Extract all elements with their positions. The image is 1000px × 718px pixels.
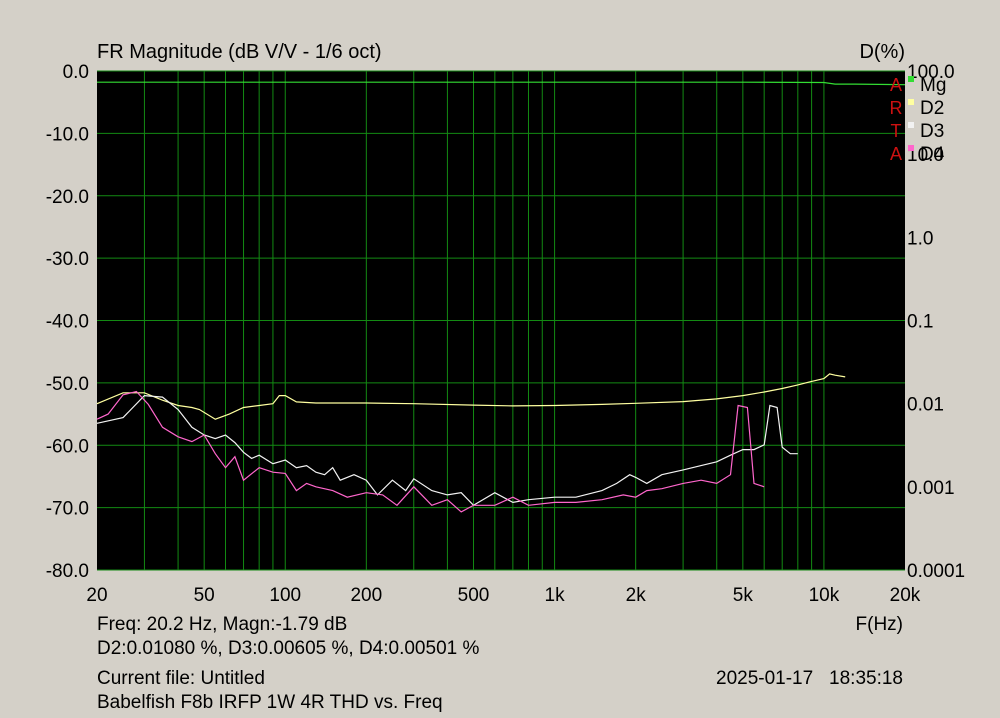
y-tick-label: 0.0 [63,62,89,83]
x-tick-label: 10k [809,585,840,606]
x-tick-label: 200 [350,585,382,606]
y2-tick-label: 0.0001 [907,561,965,582]
measurement-description: Babelfish F8b IRFP 1W 4R THD vs. Freq [97,692,443,713]
y2-tick-label: 0.1 [907,312,933,333]
y2-tick-label: 1.0 [907,228,933,249]
y-tick-label: -40.0 [46,312,89,333]
readout-line-1: Freq: 20.2 Hz, Magn:-1.79 dB [97,614,348,635]
arta-brand-letter: A [890,75,902,95]
arta-brand-letter: R [890,98,903,118]
legend-label-d2: D2 [920,98,944,119]
y-tick-label: -50.0 [46,374,89,395]
x-tick-label: 100 [269,585,301,606]
y2-tick-label: 100.0 [907,62,955,83]
x-tick-label: 500 [458,585,490,606]
legend-swatch-d2 [908,99,914,105]
legend-label-mg: Mg [920,75,946,96]
arta-brand-letter: T [891,121,902,141]
arta-brand-letter: A [890,144,902,164]
y2-tick-label: 10.0 [907,145,944,166]
y2-tick-label: 0.001 [907,478,955,499]
timestamp: 2025-01-17 18:35:18 [716,668,903,689]
readout-line-2: D2:0.01080 %, D3:0.00605 %, D4:0.00501 % [97,638,480,659]
series-line-d2 [96,373,846,420]
chart-title: FR Magnitude (dB V/V - 1/6 oct) [97,41,382,63]
y-tick-label: -30.0 [46,249,89,270]
legend-label-d3: D3 [920,121,944,142]
legend-swatch-mg [908,76,914,82]
x-tick-label: 50 [194,585,215,606]
x-tick-label: 20k [890,585,921,606]
series-line-d4 [96,390,765,513]
x-tick-label: 1k [545,585,566,606]
x-tick-label: 20 [86,585,107,606]
y-tick-label: -70.0 [46,499,89,520]
legend-swatch-d4 [908,145,914,151]
x-tick-label: 5k [733,585,754,606]
x-tick-label: 2k [626,585,647,606]
right-axis-title: D(%) [859,41,905,63]
y-tick-label: -60.0 [46,436,89,457]
y2-tick-label: 0.01 [907,395,944,416]
legend-swatch-d3 [908,122,914,128]
series-line-mg [97,81,906,86]
y-tick-label: -80.0 [46,561,89,582]
y-tick-label: -20.0 [46,187,89,208]
y-tick-label: -10.0 [46,124,89,145]
series-line-d3 [96,394,798,507]
current-file: Current file: Untitled [97,668,265,689]
x-axis-label: F(Hz) [855,614,903,635]
legend-label-d4: D4 [920,144,945,165]
